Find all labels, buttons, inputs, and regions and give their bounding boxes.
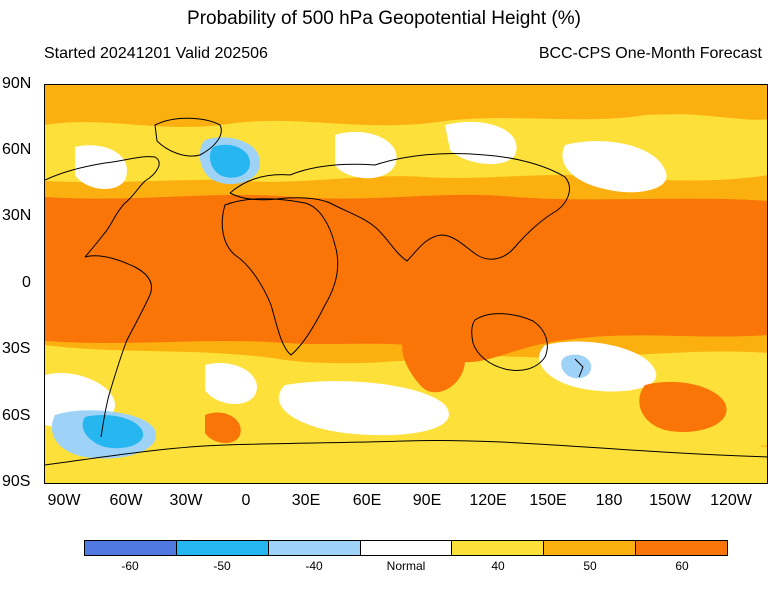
lat-label-30s: 30S xyxy=(2,340,31,357)
lon-label-60e: 60E xyxy=(352,492,382,509)
legend-swatch-0 xyxy=(85,541,177,555)
lon-label-120e: 120E xyxy=(469,492,507,509)
normal-patch-europe xyxy=(335,131,397,179)
legend-swatch-2 xyxy=(268,541,361,555)
legend-label-40: 40 xyxy=(491,559,505,573)
lon-label-150e: 150E xyxy=(529,492,567,509)
normal-patch-north-pacific xyxy=(562,141,667,193)
below-50-weddell-sea xyxy=(82,414,144,449)
map-title: Probability of 500 hPa Geopotential Heig… xyxy=(187,8,581,29)
lon-label-150w: 150W xyxy=(649,492,691,509)
lat-label-90s: 90S xyxy=(2,473,31,490)
normal-patch-south-atlantic xyxy=(205,363,257,405)
lon-label-60w: 60W xyxy=(109,492,143,509)
tropical-orange-band xyxy=(45,194,767,363)
below-50-greenland-sea xyxy=(209,144,250,178)
normal-patch-south-pacific xyxy=(539,341,657,392)
lon-label-180: 180 xyxy=(595,492,623,509)
map-canvas xyxy=(45,85,767,483)
lon-label-120w: 120W xyxy=(710,492,752,509)
forecast-dates: Started 20241201 Valid 202506 xyxy=(44,45,268,62)
below-40-tasman-sea xyxy=(561,354,592,379)
south-atlantic-orange-patch xyxy=(205,412,241,444)
coastline-greenland xyxy=(154,117,222,157)
lat-label-30n: 30N xyxy=(2,207,32,224)
legend-label-minus-50: -50 xyxy=(213,559,231,573)
lon-label-30w: 30W xyxy=(169,492,203,509)
legend-label-normal: Normal xyxy=(386,559,426,573)
antarctic-yellow-band xyxy=(45,445,767,483)
legend-swatch-1 xyxy=(176,541,269,555)
coastline-north-america xyxy=(45,156,160,258)
legend-swatch-4 xyxy=(452,541,545,555)
coastline-new-zealand xyxy=(574,358,584,378)
arctic-orange-band xyxy=(45,85,767,116)
lon-label-0: 0 xyxy=(241,492,251,509)
lat-label-equator: 0 xyxy=(22,274,31,291)
coastline-africa xyxy=(221,198,339,356)
south-pacific-orange-patch xyxy=(639,381,727,432)
coastlines xyxy=(45,117,767,466)
normal-patch-north-atlantic xyxy=(75,145,127,190)
forecast-source: BCC-CPS One-Month Forecast xyxy=(538,45,762,62)
coastline-south-america xyxy=(84,255,152,438)
legend-label-60: 60 xyxy=(675,559,689,573)
lon-label-90w: 90W xyxy=(47,492,81,509)
lat-label-90n: 90N xyxy=(2,75,32,92)
probability-map xyxy=(44,84,768,484)
legend-swatch-6 xyxy=(636,541,728,555)
lat-label-60n: 60N xyxy=(2,141,32,158)
legend-swatch-3 xyxy=(360,541,453,555)
lon-label-90e: 90E xyxy=(412,492,442,509)
australia-orange-lobe xyxy=(402,331,465,393)
lat-label-60s: 60S xyxy=(2,407,31,424)
legend-label-minus-40: -40 xyxy=(305,559,323,573)
legend-swatch-5 xyxy=(544,541,637,555)
normal-patch-southern-ocean xyxy=(278,381,449,436)
coastline-antarctica xyxy=(45,439,767,466)
legend-label-50: 50 xyxy=(583,559,597,573)
lon-label-30e: 30E xyxy=(291,492,321,509)
coastline-eurasia xyxy=(229,152,570,262)
legend-label-minus-60: -60 xyxy=(121,559,139,573)
color-legend-bar xyxy=(84,540,728,556)
coastline-australia xyxy=(471,313,548,371)
